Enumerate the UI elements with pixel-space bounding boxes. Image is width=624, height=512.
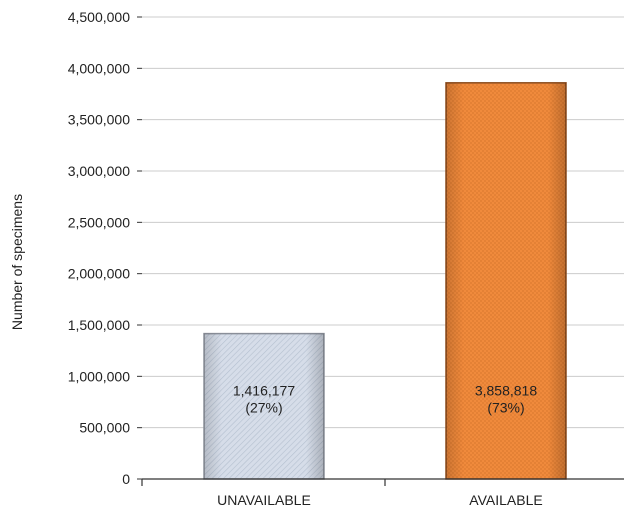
y-tick-label: 4,500,000 (68, 9, 130, 25)
y-tick-label: 1,000,000 (68, 368, 130, 384)
bar-unavailable-shading (204, 333, 324, 479)
x-axis-labels: UNAVAILABLE AVAILABLE (217, 492, 543, 508)
y-tick-label: 2,500,000 (68, 214, 130, 230)
bar-percent-label: (27%) (245, 399, 282, 415)
y-tick-label: 4,000,000 (68, 60, 130, 76)
y-tick-label: 500,000 (79, 420, 130, 436)
y-tick-label: 3,500,000 (68, 112, 130, 128)
y-tick-label: 1,500,000 (68, 317, 130, 333)
y-axis-ticks: 0 500,000 1,000,000 1,500,000 2,000,000 2,500… (68, 9, 142, 487)
x-tick-label: AVAILABLE (469, 492, 542, 508)
y-tick-label: 3,000,000 (68, 163, 130, 179)
y-tick-label: 2,000,000 (68, 266, 130, 282)
bar-value-label: 3,858,818 (475, 382, 537, 398)
bar-data-labels: 1,416,177(27%) 3,858,818(73%) (233, 382, 537, 415)
bars (203, 82, 567, 480)
bar-value-label: 1,416,177 (233, 382, 295, 398)
x-tick-label: UNAVAILABLE (217, 492, 311, 508)
bar-percent-label: (73%) (487, 399, 524, 415)
y-tick-label: 0 (122, 471, 130, 487)
bar-available-shading (446, 82, 566, 480)
y-axis-title: Number of specimens (9, 194, 25, 330)
